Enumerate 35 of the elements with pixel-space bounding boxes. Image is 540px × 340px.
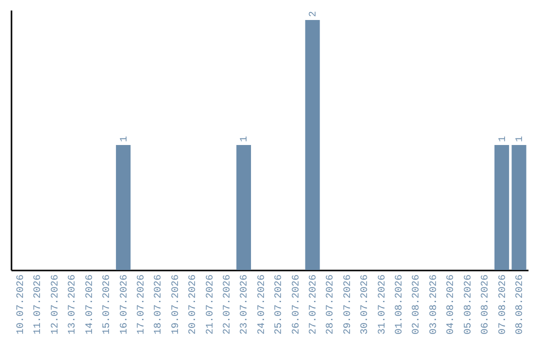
x-tick-label: 21.07.2026 [205, 274, 216, 335]
x-tick-label: 10.07.2026 [16, 274, 28, 335]
data-label: 2 [308, 10, 320, 17]
x-tick-label: 02.08.2026 [412, 274, 423, 335]
x-tick-label: 17.07.2026 [136, 274, 148, 335]
x-tick-label: 08.08.2026 [514, 274, 526, 335]
x-tick-label: 27.07.2026 [308, 274, 320, 335]
data-label: 1 [498, 136, 509, 142]
x-tick-label: 26.07.2026 [291, 274, 302, 335]
data-label: 1 [514, 136, 526, 142]
x-tick-label: 06.08.2026 [480, 274, 492, 335]
x-tick-label: 23.07.2026 [240, 274, 251, 335]
x-tick-label: 18.07.2026 [154, 274, 165, 335]
x-tick-label: 19.07.2026 [170, 274, 182, 335]
x-tick-label: 22.07.2026 [222, 274, 234, 335]
x-tick-label: 05.08.2026 [463, 274, 474, 335]
x-tick-label: 16.07.2026 [119, 274, 130, 335]
x-tick-label: 24.07.2026 [256, 274, 268, 335]
x-tick-label: 25.07.2026 [274, 274, 286, 335]
x-tick-label: 30.07.2026 [360, 274, 372, 335]
x-tick-label: 14.07.2026 [84, 274, 96, 335]
x-tick-label: 29.07.2026 [342, 274, 354, 335]
x-tick-label: 28.07.2026 [326, 274, 337, 335]
x-tick-label: 12.07.2026 [50, 274, 62, 335]
x-tick-label: 11.07.2026 [33, 274, 44, 335]
x-tick-label: 13.07.2026 [68, 274, 79, 335]
x-tick-label: 03.08.2026 [428, 274, 440, 335]
x-tick-label: 31.07.2026 [377, 274, 388, 335]
x-tick-label: 01.08.2026 [394, 274, 406, 335]
x-tick-label: 15.07.2026 [102, 274, 114, 335]
data-label: 1 [240, 136, 251, 142]
x-tick-label: 04.08.2026 [446, 274, 458, 335]
data-label: 1 [119, 136, 130, 142]
x-tick-label: 07.08.2026 [498, 274, 509, 335]
x-tick-label: 20.07.2026 [188, 274, 200, 335]
